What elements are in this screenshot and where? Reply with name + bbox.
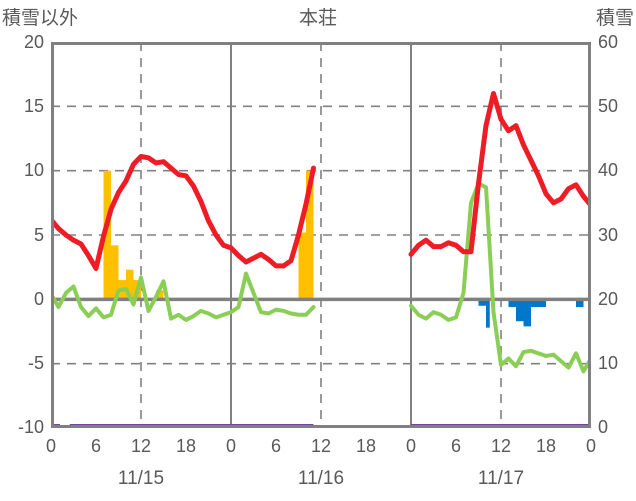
x-tick-1: 6 (90, 436, 101, 456)
x-tick-4: 0 (225, 436, 236, 456)
y-tick-right-1: 50 (598, 96, 619, 116)
plot-area (51, 42, 591, 428)
y-tick-left-2: 10 (23, 160, 44, 180)
x-tick-11: 18 (535, 436, 557, 456)
y-tick-left-4: 0 (33, 289, 44, 309)
y-tick-left-3: 5 (33, 225, 44, 245)
page-title: 本荘 (298, 8, 337, 29)
y-tick-left-1: 15 (23, 96, 44, 116)
grid-lines (51, 42, 591, 428)
x-tick-9: 6 (450, 436, 461, 456)
day-label-2: 11/17 (477, 468, 525, 489)
y-tick-left-5: -5 (27, 353, 44, 373)
x-tick-0: 0 (45, 436, 56, 456)
x-tick-2: 12 (130, 436, 152, 456)
y-tick-right-6: 0 (598, 417, 609, 437)
y-tick-right-2: 40 (598, 160, 619, 180)
red-series-line (51, 90, 591, 271)
left-axis-unit-label: 積雪以外 (2, 8, 79, 29)
x-tick-5: 6 (270, 436, 281, 456)
x-tick-6: 12 (310, 436, 332, 456)
snow-depth-bars (478, 299, 584, 328)
y-tick-right-5: 10 (598, 353, 619, 373)
x-tick-7: 18 (355, 436, 377, 456)
x-tick-8: 0 (405, 436, 416, 456)
y-tick-left-0: 20 (23, 32, 44, 52)
green-series-line (51, 181, 591, 374)
y-tick-right-0: 60 (598, 32, 619, 52)
chart-canvas (51, 42, 591, 428)
x-tick-10: 12 (490, 436, 512, 456)
y-tick-right-3: 30 (598, 225, 619, 245)
right-axis-unit-label: 積雪 (595, 8, 634, 29)
x-tick-3: 18 (175, 436, 197, 456)
y-tick-right-4: 20 (598, 289, 619, 309)
x-tick-12: 0 (585, 436, 596, 456)
day-label-1: 11/16 (297, 468, 345, 489)
day-label-0: 11/15 (117, 468, 165, 489)
y-tick-left-6: -10 (17, 417, 44, 437)
